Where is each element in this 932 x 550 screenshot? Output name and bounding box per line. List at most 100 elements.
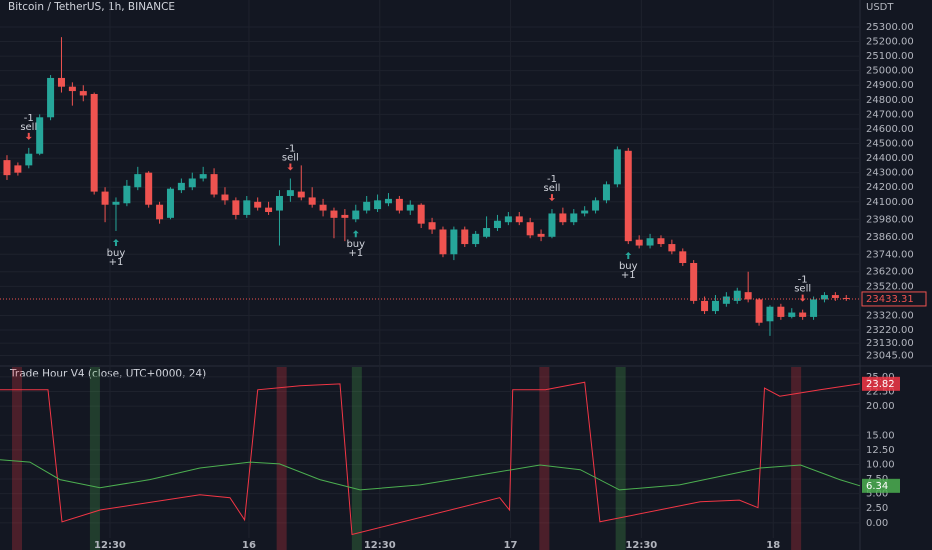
y-tick-label: 24100.00 (866, 197, 914, 208)
candle-body (646, 238, 654, 246)
y-tick-label: 25300.00 (866, 22, 914, 33)
highlight-band (89, 367, 100, 550)
y-tick-label: 15.00 (866, 430, 895, 441)
y-tick-label: 24300.00 (866, 168, 914, 179)
y-tick-label: 24800.00 (866, 95, 914, 106)
last-value-box (862, 478, 900, 493)
signal-action: sell (544, 183, 561, 194)
indicator-line (0, 459, 861, 491)
candle-body (395, 198, 403, 211)
y-tick-label: 20.00 (866, 401, 895, 412)
candle-body (690, 263, 698, 301)
y-tick-label: 23045.00 (866, 351, 914, 362)
highlight-band (351, 367, 362, 550)
candle-body (232, 200, 240, 215)
candle-body (330, 210, 338, 218)
candle-body (90, 93, 98, 192)
y-tick-label: 24400.00 (866, 153, 914, 164)
candle-body (47, 77, 55, 118)
candle-body (417, 204, 425, 224)
last-value-label: 23.82 (866, 379, 895, 390)
last-price-box (861, 291, 927, 307)
y-tick-label: 5.00 (866, 489, 888, 500)
candle-body (188, 178, 196, 188)
y-tick-label: 2.50 (866, 503, 888, 514)
signal-qty: -1 (798, 275, 808, 286)
candle-body (711, 300, 719, 312)
candle-body (221, 194, 229, 201)
candle-body (134, 174, 142, 188)
candle-body (504, 216, 512, 223)
y-tick-label: 23860.00 (866, 232, 914, 243)
candle-body (493, 220, 501, 229)
signal-arrow (25, 132, 32, 140)
y-tick-label: 23980.00 (866, 214, 914, 225)
candle-body (265, 207, 273, 213)
y-tick-label: 24200.00 (866, 182, 914, 193)
candle-body (733, 290, 741, 301)
y-tick-label: 23130.00 (866, 338, 914, 349)
y-tick-label: 24600.00 (866, 124, 914, 135)
candle-body (275, 195, 283, 211)
y-tick-label: 24700.00 (866, 109, 914, 120)
highlight-band (791, 367, 802, 550)
candle-body (483, 228, 491, 237)
candle-body (308, 197, 316, 205)
axis-label: USDT (866, 2, 894, 13)
candle-body (57, 77, 65, 87)
x-tick-label: 17 (504, 540, 518, 550)
signal-arrow (548, 194, 555, 202)
candle-body (145, 172, 153, 205)
indicator-line (0, 381, 861, 536)
signal-arrow (112, 238, 119, 246)
highlight-band (12, 367, 23, 550)
candle-body (156, 204, 164, 220)
candle-body (352, 210, 360, 220)
candle-body (450, 229, 458, 255)
candle-body (461, 229, 469, 245)
y-tick-label: 23520.00 (866, 281, 914, 292)
signal-arrow (352, 230, 359, 238)
x-tick-label: 12:30 (625, 540, 657, 550)
candle-body (384, 198, 392, 204)
highlight-band (539, 367, 550, 550)
candle-body (341, 214, 349, 218)
candle-body (624, 150, 632, 242)
candle-body (199, 174, 207, 179)
candle-body (101, 191, 109, 205)
highlight-band (615, 367, 626, 550)
candle-body (820, 295, 828, 300)
x-tick-label: 12:30 (94, 540, 126, 550)
signal-qty: +1 (348, 248, 363, 259)
signal-arrow (799, 294, 806, 302)
signal-action: sell (282, 152, 299, 163)
candle-body (810, 299, 818, 317)
candle-body (559, 213, 567, 223)
y-tick-label: 0.00 (866, 518, 888, 529)
candle-body (297, 191, 305, 198)
grid (0, 0, 860, 550)
candle-body (177, 182, 185, 191)
candle-body (286, 190, 294, 196)
candle-body (428, 222, 436, 230)
candle-body (123, 185, 131, 204)
candle-body (657, 238, 665, 245)
candle-body (25, 153, 33, 166)
x-tick-label: 18 (766, 540, 780, 550)
candle-body (613, 149, 621, 185)
candle-body (363, 201, 371, 211)
signal-action: buy (107, 248, 126, 259)
y-tick-label: 24900.00 (866, 80, 914, 91)
candle-body (668, 244, 676, 252)
last-value-label: 6.34 (866, 481, 888, 492)
y-tick-label: 12.50 (866, 445, 895, 456)
candle-body (439, 229, 447, 255)
candle-body (777, 306, 785, 317)
signal-qty: -1 (547, 174, 557, 185)
signal-arrow (287, 163, 294, 171)
signal-action: sell (794, 284, 811, 295)
signal-qty: +1 (621, 270, 636, 281)
candle-body (68, 86, 76, 92)
last-value-box (862, 376, 900, 391)
